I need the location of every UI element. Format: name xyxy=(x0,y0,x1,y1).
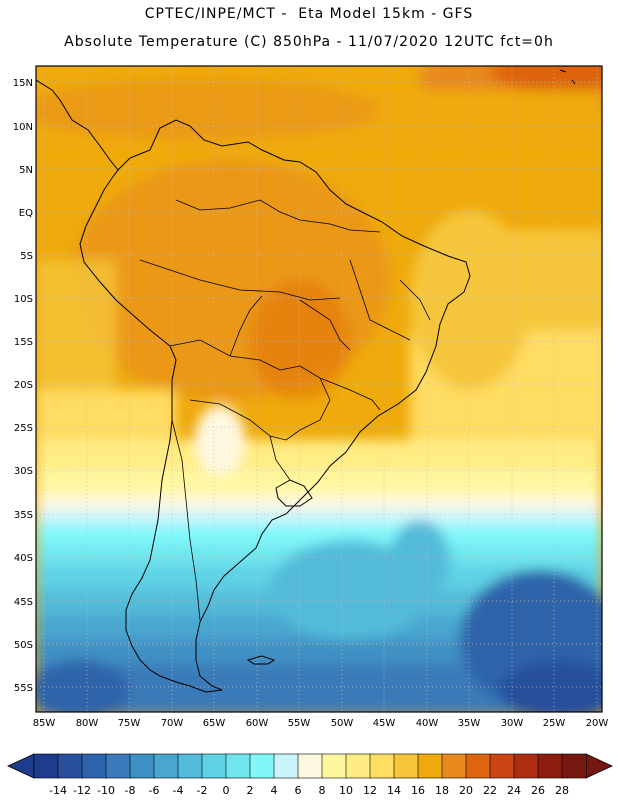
lon-label: 25W xyxy=(543,718,566,729)
colorbar-tick-label: 16 xyxy=(411,784,425,797)
colorbar-swatch xyxy=(105,753,131,779)
colorbar-tick-label: 6 xyxy=(295,784,302,797)
colorbar-swatch xyxy=(513,753,539,779)
lon-label: 35W xyxy=(458,718,481,729)
lon-label: 70W xyxy=(161,718,184,729)
lat-label: 35S xyxy=(14,510,33,521)
colorbar-tick-label: 4 xyxy=(271,784,278,797)
colorbar: -14 -12 -10 -8 -6 -4 -2 0 2 4 6 8 10 12 14 16 18 20 22 24 26… xyxy=(7,753,613,797)
lat-label: 5S xyxy=(20,251,33,262)
colorbar-tick-label: 24 xyxy=(507,784,521,797)
colorbar-tick-label: -14 xyxy=(49,784,67,797)
coastlines xyxy=(36,69,576,693)
country-borders xyxy=(139,199,431,621)
colorbar-swatch xyxy=(321,753,347,779)
colorbar-swatch xyxy=(225,753,251,779)
colorbar-tick-label: 14 xyxy=(387,784,401,797)
lat-label: 5N xyxy=(19,165,33,176)
colorbar-tick-label: 18 xyxy=(435,784,449,797)
lat-label: 25S xyxy=(14,423,33,434)
colorbar-tick-label: -10 xyxy=(97,784,115,797)
colorbar-swatch xyxy=(465,753,491,779)
lat-label: 15S xyxy=(14,337,33,348)
colorbar-swatch xyxy=(537,753,563,779)
longitude-labels: 85W 80W 75W 70W 65W 60W 55W 50W 45W 40W … xyxy=(33,718,609,729)
lon-label: 20W xyxy=(586,718,609,729)
colorbar-tick-label: 12 xyxy=(363,784,377,797)
lat-label: 20S xyxy=(14,380,33,391)
colorbar-tick-label: -4 xyxy=(173,784,184,797)
lon-label: 65W xyxy=(203,718,226,729)
colorbar-swatch xyxy=(273,753,299,779)
colorbar-tick-label: 20 xyxy=(459,784,473,797)
colorbar-tick-label: 28 xyxy=(555,784,569,797)
colorbar-swatch xyxy=(201,753,227,779)
colorbar-tick-label: 0 xyxy=(223,784,230,797)
colorbar-underflow-arrow xyxy=(7,753,35,779)
colorbar-swatch xyxy=(153,753,179,779)
latitude-labels: 15N 10N 5N EQ 5S 10S 15S 20S 25S 30S 35S… xyxy=(13,78,33,694)
colorbar-swatch xyxy=(129,753,155,779)
lon-label: 50W xyxy=(331,718,354,729)
colorbar-swatch xyxy=(369,753,395,779)
colorbar-swatch xyxy=(57,753,83,779)
lon-label: 40W xyxy=(416,718,439,729)
lon-label: 60W xyxy=(246,718,269,729)
colorbar-tick-label: -6 xyxy=(149,784,160,797)
lon-label: 80W xyxy=(76,718,99,729)
map-title-line-2: Absolute Temperature (C) 850hPa - 11/07/… xyxy=(64,34,554,50)
plot-frame xyxy=(35,65,603,713)
temperature-field xyxy=(36,66,602,712)
colorbar-swatch xyxy=(177,753,203,779)
lon-label: 75W xyxy=(118,718,141,729)
lon-label: 45W xyxy=(373,718,396,729)
colorbar-swatch xyxy=(297,753,323,779)
colorbar-swatch xyxy=(249,753,275,779)
colorbar-tick-label: 2 xyxy=(247,784,254,797)
lat-label: EQ xyxy=(19,208,33,219)
lon-label: 55W xyxy=(288,718,311,729)
colorbar-tick-label: -2 xyxy=(197,784,208,797)
lat-label: 30S xyxy=(14,466,33,477)
colorbar-tick-label: 22 xyxy=(483,784,497,797)
colorbar-tick-label: 8 xyxy=(319,784,326,797)
colorbar-swatch xyxy=(561,753,587,779)
colorbar-tick-label: 10 xyxy=(339,784,353,797)
colorbar-swatch xyxy=(393,753,419,779)
lat-label: 55S xyxy=(14,683,33,694)
lat-label: 40S xyxy=(14,553,33,564)
lon-label: 30W xyxy=(501,718,524,729)
lat-label: 10N xyxy=(13,122,33,133)
colorbar-swatch xyxy=(441,753,467,779)
colorbar-tick-label: -12 xyxy=(73,784,91,797)
colorbar-swatch xyxy=(489,753,515,779)
lat-label: 45S xyxy=(14,597,33,608)
colorbar-swatch xyxy=(81,753,107,779)
lat-label: 50S xyxy=(14,640,33,651)
colorbar-swatch xyxy=(33,753,59,779)
map-title-line-1: CPTEC/INPE/MCT - Eta Model 15km - GFS xyxy=(144,6,474,22)
lon-label: 85W xyxy=(33,718,56,729)
colorbar-tick-label: -8 xyxy=(125,784,136,797)
colorbar-overflow-arrow xyxy=(585,753,613,779)
colorbar-tick-label: 26 xyxy=(531,784,545,797)
lat-label: 15N xyxy=(13,78,33,89)
colorbar-swatch xyxy=(417,753,443,779)
colorbar-swatch xyxy=(345,753,371,779)
lat-label: 10S xyxy=(14,294,33,305)
